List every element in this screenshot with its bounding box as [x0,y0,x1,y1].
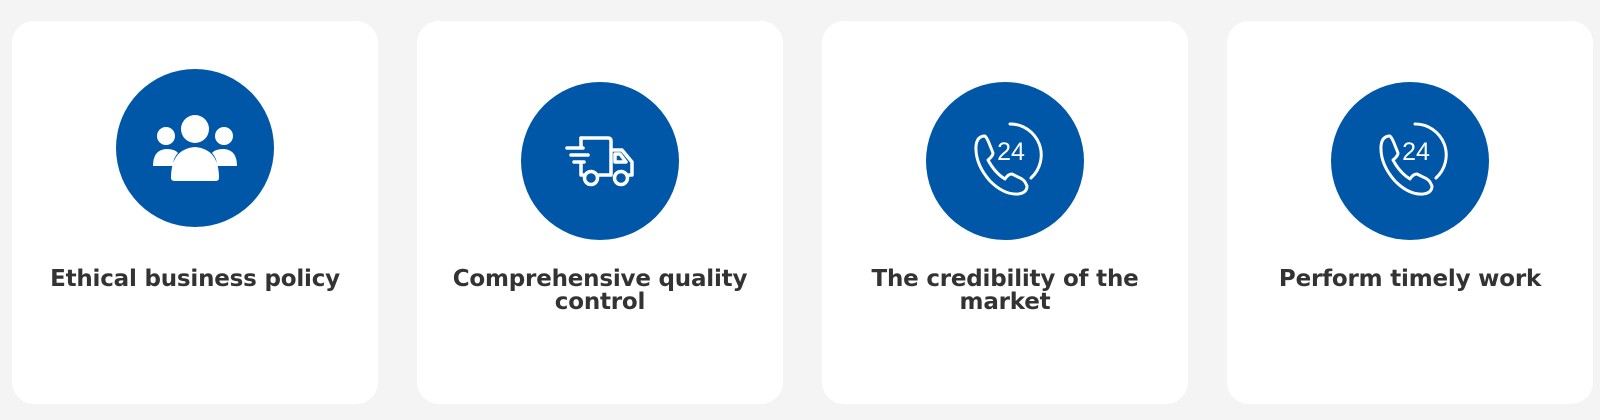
delivery-truck-icon [521,82,679,240]
phone-24-icon: 24 [926,82,1084,240]
svg-text:24: 24 [997,138,1025,166]
feature-card-timely-work: 24 Perform timely work [1227,21,1593,404]
card-title: The credibility of the market [871,266,1139,315]
feature-card-market-credibility: 24 The credibility of the market [822,21,1188,404]
card-title: Comprehensive quality control [452,266,748,315]
feature-card-ethical-business: Ethical business policy [12,21,378,404]
svg-text:24: 24 [1402,138,1430,166]
users-group-icon [116,69,274,227]
phone-24-icon: 24 [1331,82,1489,240]
feature-card-quality-control: Comprehensive quality control [417,21,783,404]
card-title: Ethical business policy [50,266,340,292]
card-title: Perform timely work [1278,266,1542,292]
